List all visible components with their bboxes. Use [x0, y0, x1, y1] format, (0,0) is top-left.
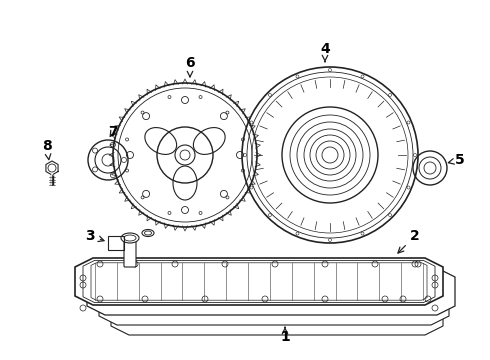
Text: 5: 5: [448, 153, 465, 167]
FancyBboxPatch shape: [124, 237, 136, 267]
Polygon shape: [111, 288, 443, 335]
Ellipse shape: [142, 230, 154, 237]
Text: 6: 6: [185, 56, 195, 77]
Text: 4: 4: [320, 42, 330, 62]
Polygon shape: [87, 268, 455, 315]
Text: 1: 1: [280, 327, 290, 344]
Text: 2: 2: [398, 229, 420, 253]
Polygon shape: [99, 278, 449, 325]
Text: 3: 3: [85, 229, 104, 243]
Ellipse shape: [121, 233, 139, 243]
Text: 8: 8: [42, 139, 52, 159]
Polygon shape: [75, 258, 443, 305]
Text: 7: 7: [108, 125, 118, 139]
